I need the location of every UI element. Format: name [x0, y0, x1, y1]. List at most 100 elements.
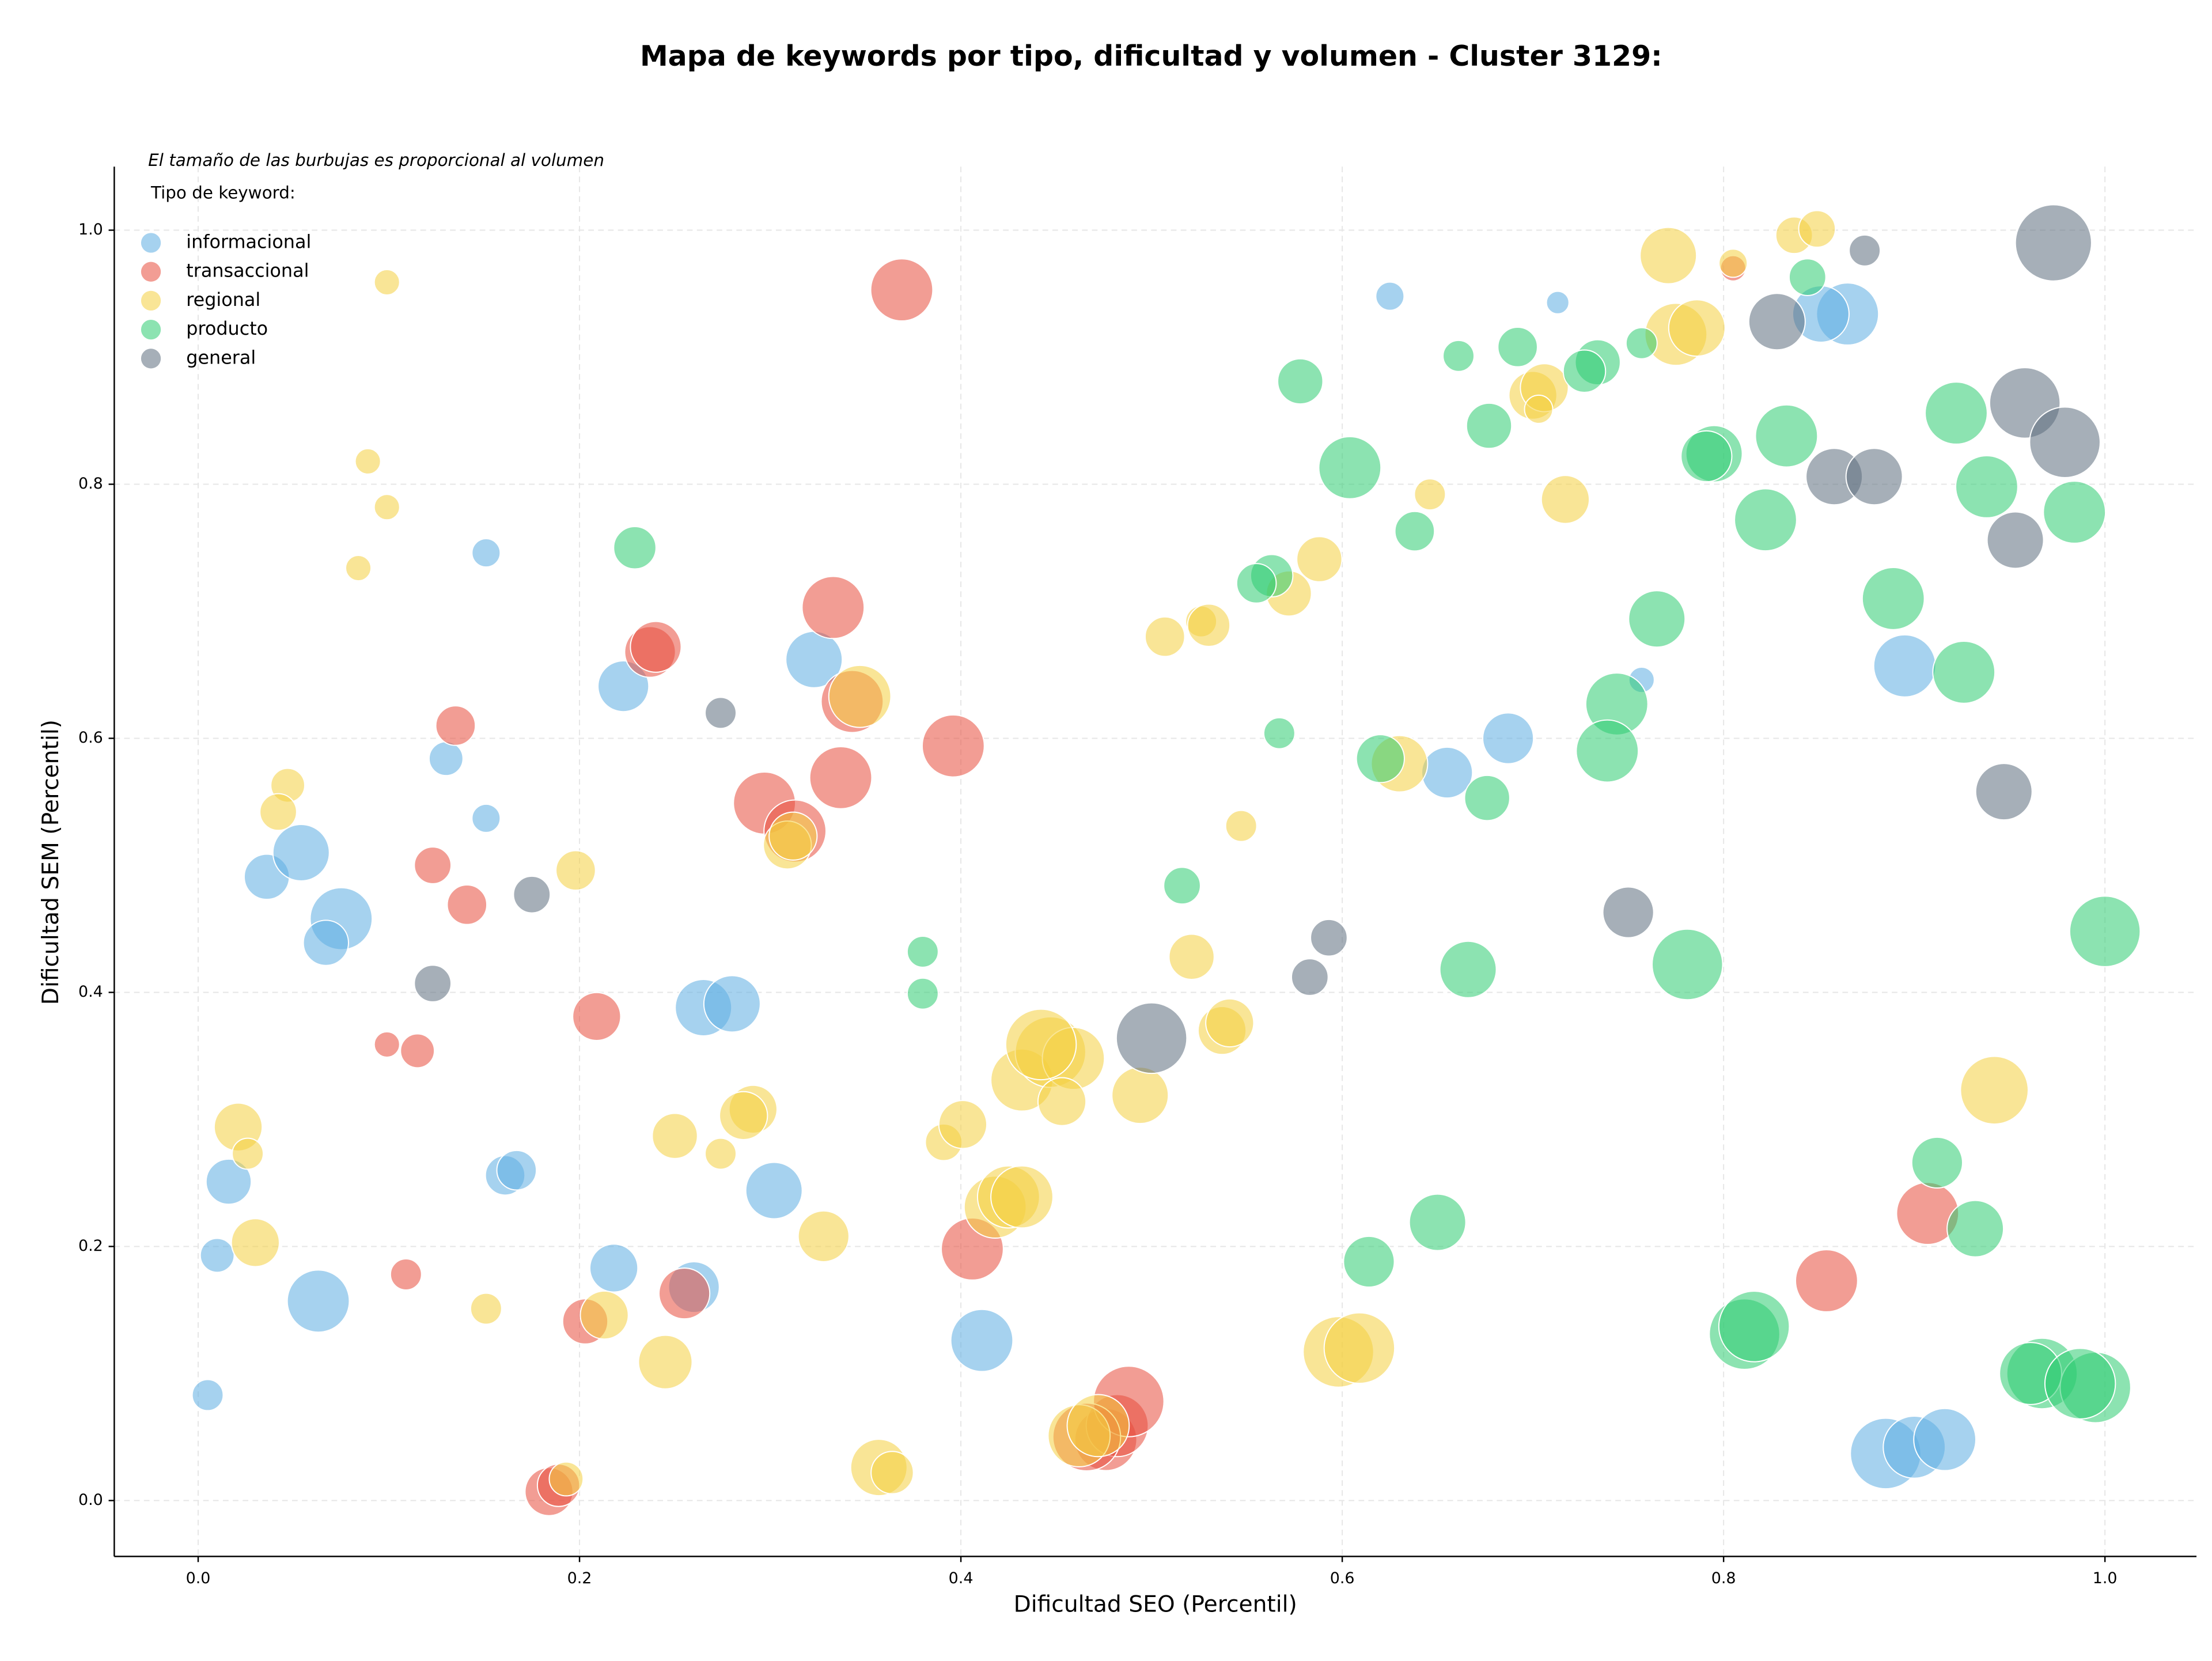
bubble [1946, 1200, 2005, 1258]
legend-label: informacional [186, 231, 311, 253]
bubble [1602, 886, 1654, 939]
bubble [414, 846, 452, 884]
bubble [1718, 248, 1748, 278]
bubble [286, 1269, 350, 1333]
legend-label: transaccional [186, 260, 309, 282]
y-tick-label: 0.6 [78, 729, 103, 747]
bubble [801, 576, 865, 640]
bubble [638, 1334, 693, 1390]
bubble [1464, 774, 1510, 822]
bubble [302, 920, 349, 966]
bubble [373, 1031, 400, 1058]
bubble [1668, 299, 1726, 357]
bubble [1263, 717, 1296, 750]
bubble [1225, 809, 1257, 842]
chart-title: Mapa de keywords por tipo, dificultad y … [640, 40, 1662, 73]
legend-label: producto [186, 317, 268, 339]
bubble [938, 1100, 988, 1149]
bubble [1144, 616, 1185, 657]
bubble [373, 494, 400, 521]
bubble [1873, 634, 1937, 698]
bubble [469, 1292, 502, 1325]
bubble [230, 1218, 280, 1267]
bubble [1318, 436, 1382, 500]
bubble [1187, 603, 1231, 647]
bubble [272, 823, 330, 881]
bubble [1975, 763, 2033, 821]
bubble [2044, 1348, 2116, 1420]
bubble [471, 538, 501, 568]
bubble [191, 1379, 224, 1412]
bubbles [191, 204, 2141, 1516]
bubble [414, 964, 452, 1002]
bubble [1755, 404, 1819, 468]
y-tick-label: 0.0 [78, 1491, 103, 1509]
x-tick-label: 0.6 [1330, 1569, 1355, 1587]
legend-marker [141, 290, 161, 311]
x-tick-label: 0.4 [949, 1569, 974, 1587]
bubble [870, 1451, 914, 1494]
bubble [652, 1113, 698, 1159]
bubble [2043, 480, 2107, 544]
bubble [704, 697, 737, 729]
bubble [1205, 998, 1255, 1048]
bubble [1575, 719, 1639, 783]
bubble [719, 1091, 768, 1140]
bubble [1798, 210, 1836, 248]
bubble [1394, 510, 1435, 552]
bubble [1718, 1291, 1790, 1363]
bubble [1414, 478, 1446, 511]
bubble [1524, 394, 1554, 424]
bubble [1066, 1394, 1130, 1458]
bubble [1037, 1077, 1087, 1126]
bubble [745, 1161, 803, 1220]
bubble [921, 714, 985, 778]
bubble [630, 620, 682, 673]
bubble [389, 1258, 422, 1291]
y-tick-label: 0.4 [78, 983, 103, 1001]
legend-marker [141, 319, 161, 340]
x-tick-label: 0.8 [1711, 1569, 1736, 1587]
bubble [950, 1308, 1014, 1372]
bubble [1748, 293, 1806, 351]
bubble [373, 268, 400, 296]
bubble [1277, 358, 1324, 405]
bubble [1497, 327, 1538, 368]
bubble [548, 1461, 584, 1497]
legend-marker [141, 349, 161, 369]
y-tick-label: 0.8 [78, 475, 103, 493]
bubble [1639, 226, 1698, 285]
bubble [1355, 734, 1405, 784]
bubble [828, 664, 892, 728]
bubble [1849, 234, 1881, 267]
bubble [354, 448, 381, 475]
bubble [1932, 640, 1996, 704]
x-axis-label: Dificultad SEO (Percentil) [1014, 1592, 1297, 1618]
annotation: El tamaño de las burbujas es proporciona… [148, 150, 604, 170]
bubble [1925, 381, 1988, 445]
bubble [471, 803, 501, 833]
bubble [1343, 1235, 1395, 1288]
bubble [1861, 567, 1925, 630]
bubble [1680, 430, 1733, 483]
bubble [1111, 1066, 1169, 1125]
bubble [906, 977, 939, 1010]
bubble [1562, 349, 1607, 393]
bubble [1296, 536, 1343, 582]
bubble [555, 850, 596, 891]
bubble [428, 741, 464, 777]
bubble [1465, 402, 1513, 449]
bubble [400, 1033, 435, 1069]
bubble [658, 1267, 711, 1320]
bubble [435, 705, 476, 746]
bubble [797, 1210, 850, 1262]
bubble [1986, 511, 2044, 569]
bubble [704, 1137, 737, 1170]
bubble [2069, 895, 2141, 967]
bubble [1911, 1136, 1963, 1189]
legend-label: regional [186, 289, 260, 311]
bubble [2014, 204, 2092, 282]
bubble [1960, 1055, 2029, 1125]
